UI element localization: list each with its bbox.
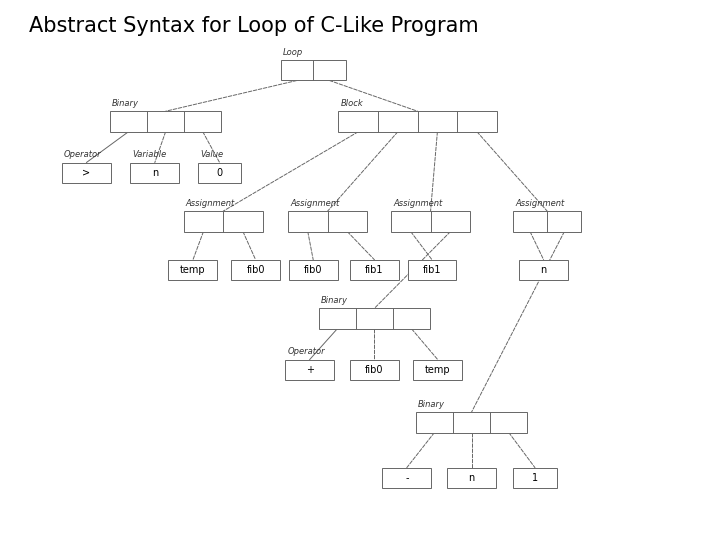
Bar [198,163,241,183]
Text: -: - [405,473,408,483]
Text: fib0: fib0 [246,265,265,275]
Text: n: n [541,265,546,275]
Text: Operator: Operator [64,150,102,159]
Text: Operator: Operator [287,347,325,356]
Bar [513,468,557,488]
Bar [391,211,470,232]
Text: n: n [152,168,158,178]
Bar [285,360,334,380]
Text: Binary: Binary [321,296,348,305]
Text: Assignment: Assignment [516,199,564,208]
Text: fib0: fib0 [365,365,384,375]
Bar [288,211,367,232]
Text: Binary: Binary [418,400,445,409]
Bar [416,412,528,433]
Text: Value: Value [200,150,223,159]
Bar [281,60,346,80]
Bar [408,260,456,280]
Text: temp: temp [180,265,206,275]
Bar [382,468,431,488]
Bar [289,260,338,280]
Text: Abstract Syntax for Loop of C-Like Program: Abstract Syntax for Loop of C-Like Progr… [29,16,478,36]
Text: 0: 0 [217,168,222,178]
Text: Assignment: Assignment [393,199,442,208]
Bar [319,308,431,329]
Text: Loop: Loop [283,48,303,57]
Bar [184,211,263,232]
Bar [130,163,179,183]
Bar [413,360,462,380]
Bar [231,260,280,280]
Bar [168,260,217,280]
Bar [447,468,496,488]
Bar [338,111,497,132]
Text: fib1: fib1 [365,265,384,275]
Text: fib0: fib0 [304,265,323,275]
Text: temp: temp [425,365,451,375]
Text: 1: 1 [532,473,538,483]
Bar [350,360,399,380]
Bar [513,211,582,232]
Text: Binary: Binary [112,99,139,108]
Text: Variable: Variable [132,150,167,159]
Text: n: n [469,473,474,483]
Bar [519,260,568,280]
Text: Assignment: Assignment [186,199,235,208]
Bar [62,163,111,183]
Text: >: > [82,168,91,178]
Bar [110,111,222,132]
Text: Block: Block [341,99,364,108]
Text: Assignment: Assignment [290,199,339,208]
Text: fib1: fib1 [423,265,441,275]
Bar [350,260,399,280]
Text: +: + [305,365,314,375]
